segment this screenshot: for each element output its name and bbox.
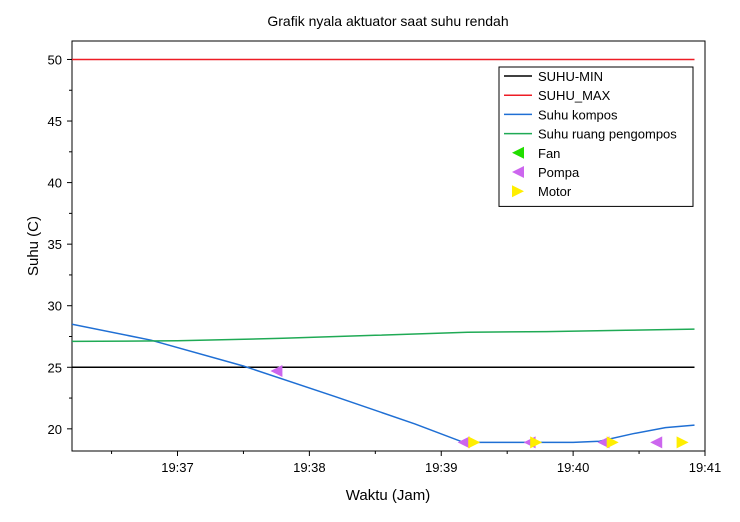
series-line-suhu-ruang-pengompos [72,328,695,343]
marker-motor [606,436,619,449]
x-tick-label: 19:38 [293,460,326,475]
legend-label-pompa: Pompa [538,165,580,180]
legend-label-suhu-ruang-pengompos: Suhu ruang pengompos [538,127,677,142]
series-layer [72,58,695,449]
legend-swatch-motor [512,185,524,198]
legend-box [498,66,694,207]
chart-title: Grafik nyala aktuator saat suhu rendah [267,13,508,29]
marker-motor [676,436,689,449]
y-tick-label: 25 [48,360,62,375]
y-tick-label: 35 [48,237,62,252]
x-tick-label: 19:41 [689,460,722,475]
x-tick-label: 19:40 [557,460,590,475]
axes: 20 25 30 35 40 45 50 19:37 19:38 19:39 19:40 19:41 [48,52,722,475]
marker-pompa [650,436,663,449]
marker-pompa [270,364,283,377]
x-tick-label: 19:37 [161,460,194,475]
y-tick-label: 45 [48,114,62,129]
marker-motor [530,436,543,449]
legend-label-motor: Motor [538,184,572,199]
y-tick-label: 50 [48,52,62,67]
y-tick-label: 30 [48,299,62,314]
marker-pompa [597,436,610,449]
marker-pompa [457,436,470,449]
legend-label-suhu-min: SUHU-MIN [538,69,603,84]
legend: SUHU-MIN SUHU_MAX Suhu kompos Suhu ruang pe… [498,66,694,207]
legend-label-suhu-kompos: Suhu kompos [538,107,618,122]
y-tick-label: 20 [48,422,62,437]
legend-label-fan: Fan [538,146,560,161]
x-axis-label: Waktu (Jam) [346,487,430,504]
y-tick-label: 40 [48,176,62,191]
legend-swatch-fan [512,146,524,159]
x-tick-label: 19:39 [425,460,458,475]
legend-label-suhu-max: SUHU_MAX [538,88,611,103]
legend-swatch-pompa [512,166,524,178]
marker-motor [468,436,481,449]
y-axis-label: Suhu (C) [25,216,42,276]
series-line-suhu-kompos [72,323,695,444]
